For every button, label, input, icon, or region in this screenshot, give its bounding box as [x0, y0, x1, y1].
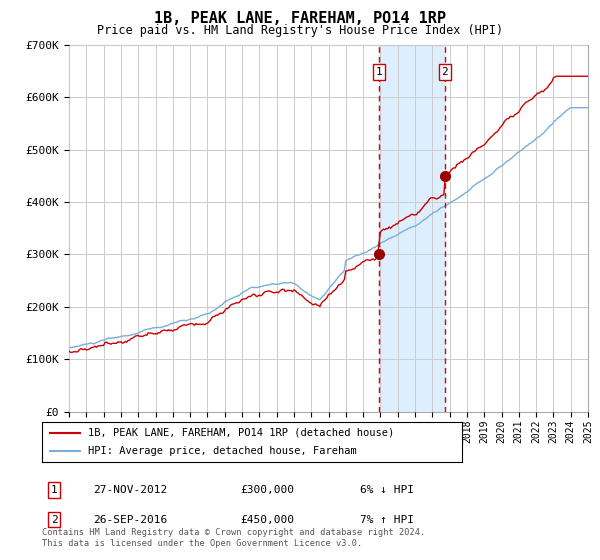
Text: 26-SEP-2016: 26-SEP-2016	[93, 515, 167, 525]
Text: £450,000: £450,000	[240, 515, 294, 525]
Text: Contains HM Land Registry data © Crown copyright and database right 2024.
This d: Contains HM Land Registry data © Crown c…	[42, 528, 425, 548]
Text: 1: 1	[376, 67, 382, 77]
Text: Price paid vs. HM Land Registry's House Price Index (HPI): Price paid vs. HM Land Registry's House …	[97, 24, 503, 36]
Text: 1B, PEAK LANE, FAREHAM, PO14 1RP: 1B, PEAK LANE, FAREHAM, PO14 1RP	[154, 11, 446, 26]
Text: 2: 2	[442, 67, 448, 77]
Text: 1B, PEAK LANE, FAREHAM, PO14 1RP (detached house): 1B, PEAK LANE, FAREHAM, PO14 1RP (detach…	[88, 428, 394, 438]
Text: HPI: Average price, detached house, Fareham: HPI: Average price, detached house, Fare…	[88, 446, 357, 456]
Text: 7% ↑ HPI: 7% ↑ HPI	[360, 515, 414, 525]
Text: 6% ↓ HPI: 6% ↓ HPI	[360, 485, 414, 495]
Text: 1: 1	[50, 485, 58, 495]
Text: 2: 2	[50, 515, 58, 525]
Text: 27-NOV-2012: 27-NOV-2012	[93, 485, 167, 495]
Bar	[379, 45, 445, 412]
Text: £300,000: £300,000	[240, 485, 294, 495]
